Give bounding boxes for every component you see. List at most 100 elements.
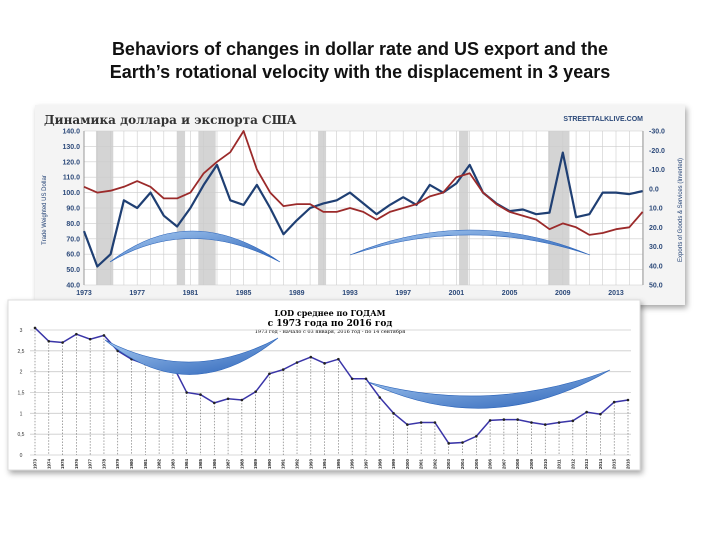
- x-tick-label: 1977: [129, 290, 145, 297]
- export-series-line: [83, 130, 644, 236]
- x-tick-label: 1975: [60, 458, 65, 469]
- y-tick-label: 1,5: [18, 391, 25, 397]
- x-tick-label: 1989: [289, 290, 305, 297]
- x-tick-label: 1997: [395, 290, 411, 297]
- x-tick-label: 2016: [626, 458, 631, 469]
- y2-tick-label: -20.0: [649, 148, 665, 155]
- lod-point: [447, 442, 451, 445]
- x-tick-label: 1985: [198, 458, 203, 469]
- x-tick-label: 1980: [129, 458, 134, 469]
- lod-point: [571, 419, 575, 423]
- x-tick-label: 1994: [322, 458, 327, 469]
- lod-point: [599, 412, 602, 416]
- lod-point: [47, 339, 51, 343]
- lod-point: [612, 400, 616, 404]
- x-tick-label: 1990: [267, 458, 272, 469]
- lod-point: [240, 398, 244, 402]
- y-tick-label: 120.0: [62, 159, 80, 166]
- x-tick-label: 1983: [170, 458, 175, 469]
- slide-title-line-2: Earth’s rotational velocity with the dis…: [109, 62, 611, 82]
- x-tick-label: 2012: [570, 458, 575, 469]
- lod-point: [378, 396, 382, 399]
- x-tick-label: 1979: [115, 458, 120, 469]
- lod-point: [61, 341, 64, 344]
- trend-arc-4: [367, 369, 611, 409]
- trend-arc-1: [109, 230, 281, 263]
- lod-point: [516, 418, 519, 421]
- x-tick-label: 2001: [419, 458, 424, 469]
- lod-point: [33, 326, 37, 330]
- x-tick-label: 2005: [474, 458, 479, 469]
- x-tick-label: 2014: [598, 458, 603, 469]
- lod-point: [585, 410, 588, 414]
- x-tick-label: 2009: [529, 458, 534, 469]
- x-tick-label: 1985: [236, 290, 252, 297]
- x-tick-label: 1981: [143, 458, 148, 469]
- lod-point: [543, 423, 547, 426]
- y2-tick-label: 50.0: [649, 283, 663, 290]
- x-tick-label: 1992: [295, 458, 300, 469]
- y-tick-label: 3: [20, 328, 23, 334]
- y2-tick-label: 40.0: [649, 263, 663, 270]
- trend-arc-2: [349, 229, 591, 256]
- lod-point: [309, 355, 313, 359]
- lod-point: [419, 421, 423, 424]
- dollar-export-chart: Динамика доллара и экспорта США STREETTA…: [35, 105, 685, 305]
- lod-point: [392, 412, 395, 415]
- x-tick-label: 1991: [281, 458, 286, 469]
- chart-subtitle: с 1973 года по 2016 год: [268, 319, 393, 329]
- lod-point: [226, 397, 230, 401]
- lod-point: [254, 390, 257, 393]
- x-tick-label: 2003: [446, 458, 451, 469]
- x-tick-label: 1989: [253, 458, 258, 469]
- chart-frame: [7, 299, 641, 471]
- lod-point: [350, 377, 354, 381]
- x-tick-label: 1999: [391, 458, 396, 469]
- lod-point: [364, 377, 368, 381]
- x-tick-label: 1988: [239, 458, 244, 469]
- x-tick-label: 1977: [88, 458, 93, 469]
- lod-point: [102, 334, 106, 337]
- y-tick-label: 80.0: [66, 221, 80, 228]
- y-tick-label: 50.0: [66, 267, 80, 274]
- lod-point: [461, 441, 464, 444]
- y-tick-label: 0: [20, 453, 23, 459]
- x-tick-label: 1986: [212, 458, 217, 469]
- lod-point: [502, 418, 506, 421]
- y-tick-label: 70.0: [66, 236, 80, 243]
- x-tick-label: 2013: [608, 290, 624, 297]
- x-tick-label: 1997: [363, 458, 368, 469]
- x-tick-label: 1996: [350, 458, 355, 469]
- x-tick-label: 1974: [46, 458, 51, 469]
- y2-tick-label: 20.0: [649, 225, 663, 232]
- lod-point: [75, 332, 78, 336]
- right-axis-label: Exports of Goods & Services (Inverted): [678, 158, 684, 262]
- x-tick-label: 1998: [377, 458, 382, 469]
- lod-point: [185, 391, 188, 394]
- x-tick-label: 2004: [460, 458, 465, 469]
- lod-point: [281, 368, 285, 371]
- lod-point: [199, 393, 202, 396]
- x-tick-label: 2009: [555, 290, 571, 297]
- y-tick-label: 140.0: [62, 129, 80, 136]
- lod-point: [337, 357, 340, 361]
- x-tick-label: 2010: [543, 458, 548, 469]
- x-tick-label: 1981: [183, 290, 199, 297]
- lod-point: [488, 419, 492, 422]
- lod-point: [212, 401, 216, 405]
- lod-point: [475, 434, 478, 438]
- lod-point: [88, 337, 92, 341]
- x-tick-label: 1993: [342, 290, 358, 297]
- y2-tick-label: 30.0: [649, 244, 663, 251]
- y-tick-label: 0,5: [18, 432, 25, 438]
- lod-point: [268, 372, 271, 376]
- lod-point: [433, 421, 437, 424]
- lod-point: [626, 398, 630, 402]
- lod-point: [530, 421, 533, 424]
- x-tick-label: 2006: [488, 458, 493, 469]
- x-tick-label: 1993: [308, 458, 313, 469]
- x-tick-label: 2008: [515, 458, 520, 469]
- chart-title: LOD среднее по ГОДАМ: [275, 308, 386, 318]
- y2-tick-label: -30.0: [649, 129, 665, 136]
